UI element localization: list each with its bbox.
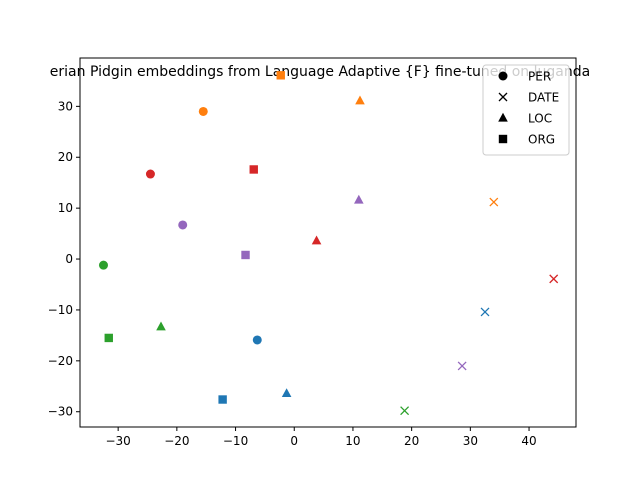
plot-frame [79,57,577,428]
x-point [480,307,490,317]
legend-box [482,64,570,156]
circle-point [198,106,208,116]
legend-square-icon [498,134,508,144]
y-tick-label: 20 [58,150,73,164]
x-point [457,361,467,371]
legend-x-icon [498,92,508,102]
x-tick-label: 10 [345,434,360,448]
triangle-point [354,194,364,204]
square-point [218,395,227,404]
y-tick-label: 10 [58,201,73,215]
circle-point [252,335,262,345]
x-point [400,406,410,416]
x-tick-label: 40 [521,434,536,448]
x-tick-label: −30 [105,434,130,448]
legend-label: PER [528,70,551,84]
legend-triangle-icon [498,112,508,122]
triangle-point [355,95,365,105]
x-point [549,274,559,284]
square-point [104,333,113,343]
x-tick-label: 30 [463,434,478,448]
y-tick-label: 30 [58,99,73,113]
x-point [489,197,499,207]
legend-label: ORG [528,133,555,147]
square-point [241,250,250,260]
triangle-point [311,235,322,245]
legend-label: LOC [528,112,552,126]
chart-title: erian Pidgin embeddings from Language Ad… [50,64,590,80]
square-point [276,71,285,80]
y-tick-label: −20 [48,354,73,368]
y-tick-label: −10 [48,303,73,317]
triangle-point [156,321,166,331]
legend: PER DATE LOC ORG [482,64,570,156]
data-points [98,71,559,416]
x-tick-label: 20 [404,434,419,448]
circle-point [98,260,108,270]
y-tick-label: −30 [48,405,73,419]
triangle-point [281,388,292,398]
circle-point [178,220,188,230]
x-tick-label: −20 [164,434,189,448]
x-tick-label: 0 [290,434,298,448]
legend-circle-icon [498,71,508,81]
legend-label: DATE [528,91,559,105]
x-tick-label: −10 [223,434,248,448]
square-point [249,165,258,174]
y-tick-label: 0 [65,252,73,266]
circle-point [145,169,155,179]
x-axis: −30 −20 −10 0 10 20 30 40 [105,427,537,448]
y-axis: −30 −20 −10 0 10 20 30 [48,99,80,419]
